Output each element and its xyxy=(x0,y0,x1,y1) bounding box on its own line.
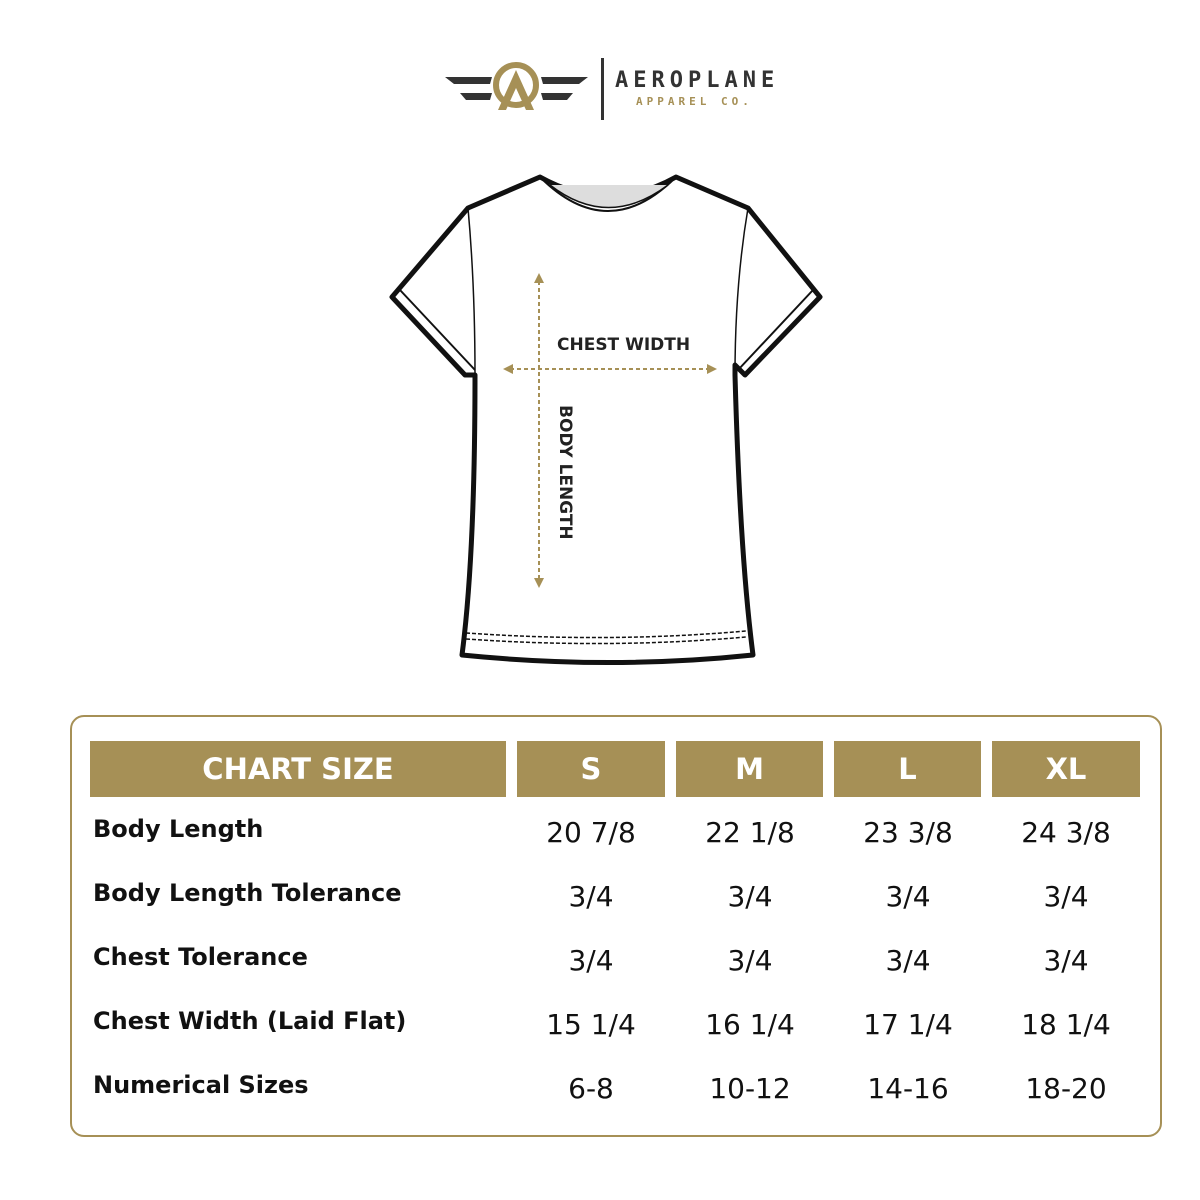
table-cell: 17 1/4 xyxy=(863,1008,953,1041)
row-label: Chest Tolerance xyxy=(93,943,308,971)
table-cell: 23 3/8 xyxy=(863,816,953,849)
table-cell: 3/4 xyxy=(885,880,931,913)
row-label: Body Length Tolerance xyxy=(93,879,402,907)
table-cell: 10-12 xyxy=(709,1072,791,1105)
row-label: Body Length xyxy=(93,815,264,843)
table-cell: 14-16 xyxy=(867,1072,949,1105)
table-cell: 3/4 xyxy=(885,944,931,977)
table-cell: 20 7/8 xyxy=(546,816,636,849)
table-cell: 3/4 xyxy=(1043,880,1089,913)
table-cell: 22 1/8 xyxy=(705,816,795,849)
table-cell: 3/4 xyxy=(727,880,773,913)
size-header-xl: XL xyxy=(992,741,1140,797)
table-cell: 18 1/4 xyxy=(1021,1008,1111,1041)
table-cell: 3/4 xyxy=(568,880,614,913)
chart-size-header: CHART SIZE xyxy=(90,741,506,797)
tshirt-outline-icon xyxy=(389,174,823,665)
table-cell: 6-8 xyxy=(568,1072,614,1105)
size-chart-table xyxy=(70,715,1162,1137)
row-label: Chest Width (Laid Flat) xyxy=(93,1007,407,1035)
row-label: Numerical Sizes xyxy=(93,1071,309,1099)
tshirt-diagram: CHEST WIDTH BODY LENGTH xyxy=(389,174,823,665)
table-cell: 3/4 xyxy=(1043,944,1089,977)
size-header-l: L xyxy=(834,741,981,797)
size-header-s: S xyxy=(517,741,665,797)
table-cell: 15 1/4 xyxy=(546,1008,636,1041)
brand-tagline: APPAREL CO. xyxy=(636,95,753,108)
brand-logo-icon xyxy=(445,62,588,110)
size-header-m: M xyxy=(676,741,823,797)
table-cell: 18-20 xyxy=(1025,1072,1107,1105)
body-length-label: BODY LENGTH xyxy=(555,405,575,540)
table-cell: 3/4 xyxy=(568,944,614,977)
brand-name: AEROPLANE xyxy=(615,68,780,93)
table-cell: 16 1/4 xyxy=(705,1008,795,1041)
table-cell: 24 3/8 xyxy=(1021,816,1111,849)
chest-width-label: CHEST WIDTH xyxy=(557,335,690,355)
logo-divider xyxy=(601,58,604,120)
table-cell: 3/4 xyxy=(727,944,773,977)
